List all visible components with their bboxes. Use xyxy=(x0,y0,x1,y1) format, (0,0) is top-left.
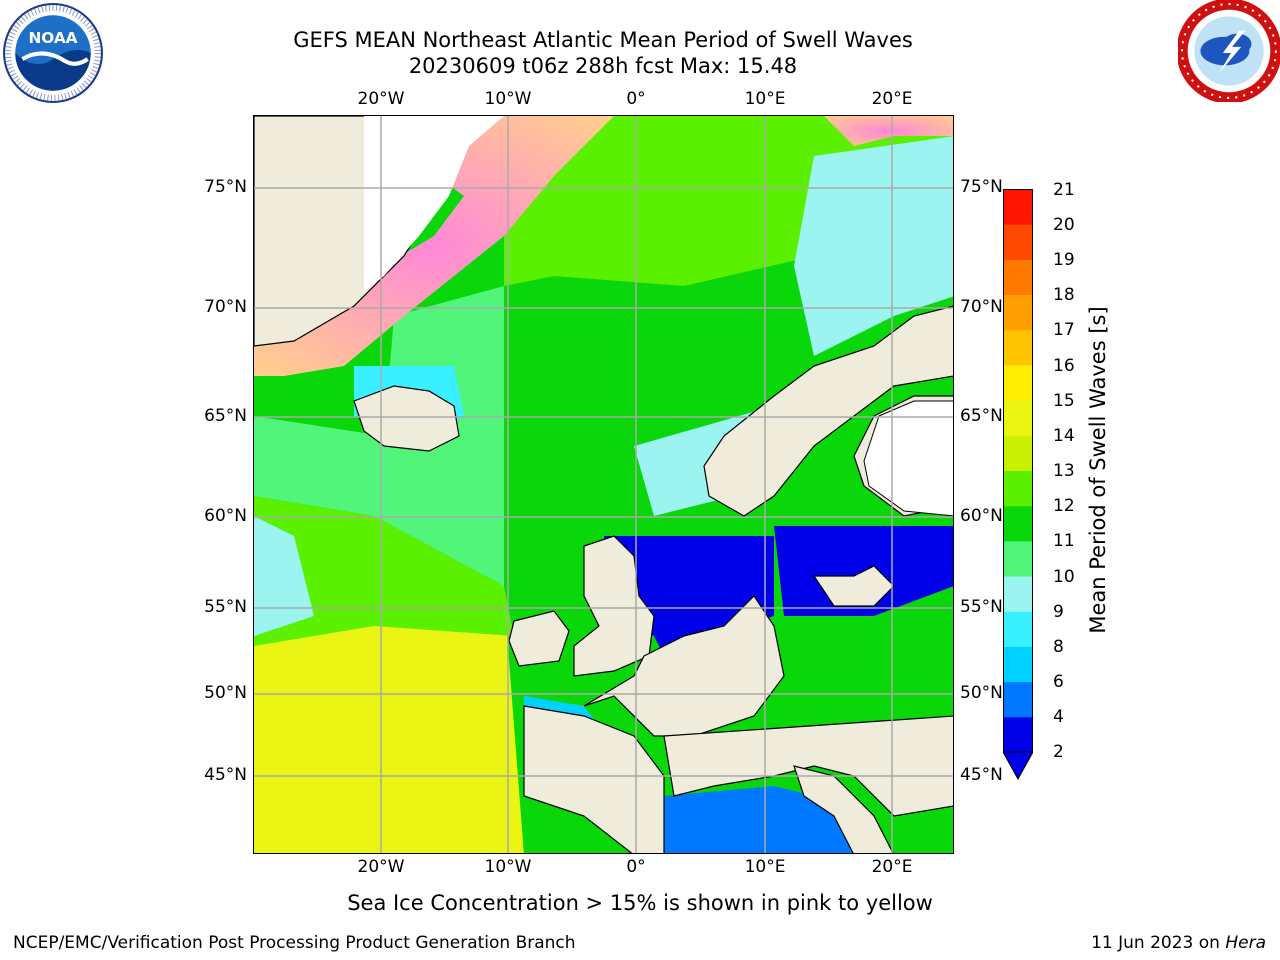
ireland xyxy=(508,610,570,667)
colorbar-bin xyxy=(1003,470,1033,507)
svg-text:NOAA: NOAA xyxy=(28,29,77,47)
iberia-france xyxy=(523,705,665,853)
colorbar-bin xyxy=(1003,435,1033,471)
lat-tick-left: 60°N xyxy=(204,506,247,526)
colorbar-bin xyxy=(1003,364,1033,401)
greenland-ice-sheet xyxy=(364,116,504,291)
colorbar-tick-label: 11 xyxy=(1053,531,1075,551)
lon-tick-bottom: 10°E xyxy=(744,857,786,877)
lon-tick-top: 20°E xyxy=(871,89,913,109)
colorbar-tick-label: 21 xyxy=(1053,180,1075,200)
sea-ice-note: Sea Ice Concentration > 15% is shown in … xyxy=(347,891,933,915)
lat-tick-right: 45°N xyxy=(960,765,1003,785)
colorbar-tick-label: 14 xyxy=(1053,426,1075,446)
swell-period-map xyxy=(254,116,953,853)
chart-subtitle: 20230609 t06z 288h fcst Max: 15.48 xyxy=(408,54,798,78)
colorbar-tick-label: 20 xyxy=(1053,215,1075,235)
colorbar-tick-label: 10 xyxy=(1053,567,1075,587)
colorbar-bin xyxy=(1003,681,1033,718)
lat-tick-left: 50°N xyxy=(204,683,247,703)
colorbar-bin xyxy=(1003,576,1033,612)
colorbar-tick-label: 19 xyxy=(1053,250,1075,270)
colorbar-bin xyxy=(1003,646,1033,683)
colorbar-tick-label: 17 xyxy=(1053,320,1075,340)
graticule xyxy=(254,116,953,853)
footer-date-text: 11 Jun 2023 on xyxy=(1091,933,1226,953)
colorbar-bin xyxy=(1003,716,1033,753)
map-panel xyxy=(253,115,954,854)
scandinavia xyxy=(703,305,953,517)
colorbar-tick-label: 16 xyxy=(1053,356,1075,376)
lon-tick-top: 20°W xyxy=(357,89,405,109)
colorbar-tick-label: 13 xyxy=(1053,461,1075,481)
lat-tick-right: 70°N xyxy=(960,297,1003,317)
north-sea-short-swell xyxy=(604,536,774,676)
footer-credit: NCEP/EMC/Verification Post Processing Pr… xyxy=(13,933,576,953)
colorbar-tick-label: 4 xyxy=(1053,707,1064,727)
lon-tick-bottom: 20°E xyxy=(871,857,913,877)
denmark xyxy=(812,565,895,607)
footer-date: 11 Jun 2023 on Hera xyxy=(1091,933,1266,953)
colorbar-bin xyxy=(1003,400,1033,436)
colorbar-bin xyxy=(1003,329,1033,366)
lon-tick-top: 10°E xyxy=(744,89,786,109)
lat-tick-left: 45°N xyxy=(204,765,247,785)
footer-host: Hera xyxy=(1225,933,1266,953)
lat-tick-left: 70°N xyxy=(204,297,247,317)
chart-title: GEFS MEAN Northeast Atlantic Mean Period… xyxy=(293,28,913,52)
italy xyxy=(793,765,894,853)
colorbar-bin xyxy=(1003,259,1033,296)
lat-tick-right: 75°N xyxy=(960,177,1003,197)
colorbar-bin xyxy=(1003,540,1033,577)
lat-tick-right: 65°N xyxy=(960,406,1003,426)
colorbar-tick-label: 9 xyxy=(1053,602,1064,622)
colorbar-bin xyxy=(1003,294,1033,331)
colorbar-bin xyxy=(1003,224,1033,260)
lon-tick-top: 0° xyxy=(626,89,646,109)
colorbar-tick-label: 6 xyxy=(1053,672,1064,692)
colorbar-tick-label: 12 xyxy=(1053,496,1075,516)
colorbar-bin xyxy=(1003,189,1033,225)
colorbar-bin xyxy=(1003,611,1033,647)
colorbar-outline xyxy=(1003,189,1033,753)
lon-tick-top: 10°W xyxy=(484,89,532,109)
lon-tick-bottom: 10°W xyxy=(484,857,532,877)
colorbar-tick-label: 18 xyxy=(1053,285,1075,305)
short-swell-zone-west xyxy=(254,516,314,636)
great-britain xyxy=(573,535,655,677)
lon-tick-bottom: 20°W xyxy=(357,857,405,877)
lat-tick-left: 65°N xyxy=(204,406,247,426)
lon-tick-bottom: 0° xyxy=(626,857,646,877)
national-weather-service-logo-icon xyxy=(1178,0,1280,102)
colorbar-tick-label: 8 xyxy=(1053,637,1064,657)
lat-tick-right: 50°N xyxy=(960,683,1003,703)
lat-tick-right: 55°N xyxy=(960,597,1003,617)
central-europe xyxy=(663,715,953,817)
no-data-region xyxy=(863,400,953,517)
colorbar-tick-label: 2 xyxy=(1053,742,1064,762)
lat-tick-left: 75°N xyxy=(204,177,247,197)
continental-europe-north xyxy=(583,595,785,737)
colorbar-extend-min xyxy=(1003,751,1033,780)
colorbar-bin xyxy=(1003,505,1033,542)
lat-tick-right: 60°N xyxy=(960,506,1003,526)
short-swell-zone-barents xyxy=(794,136,953,356)
colorbar-title: Mean Period of Swell Waves [s] xyxy=(1086,306,1110,634)
noaa-logo-icon: NOAA xyxy=(3,3,103,103)
lat-tick-left: 55°N xyxy=(204,597,247,617)
colorbar xyxy=(1003,189,1033,780)
colorbar-tick-label: 15 xyxy=(1053,391,1075,411)
sea-ice-region-svalbard xyxy=(824,116,953,146)
long-swell-zone xyxy=(254,596,524,853)
